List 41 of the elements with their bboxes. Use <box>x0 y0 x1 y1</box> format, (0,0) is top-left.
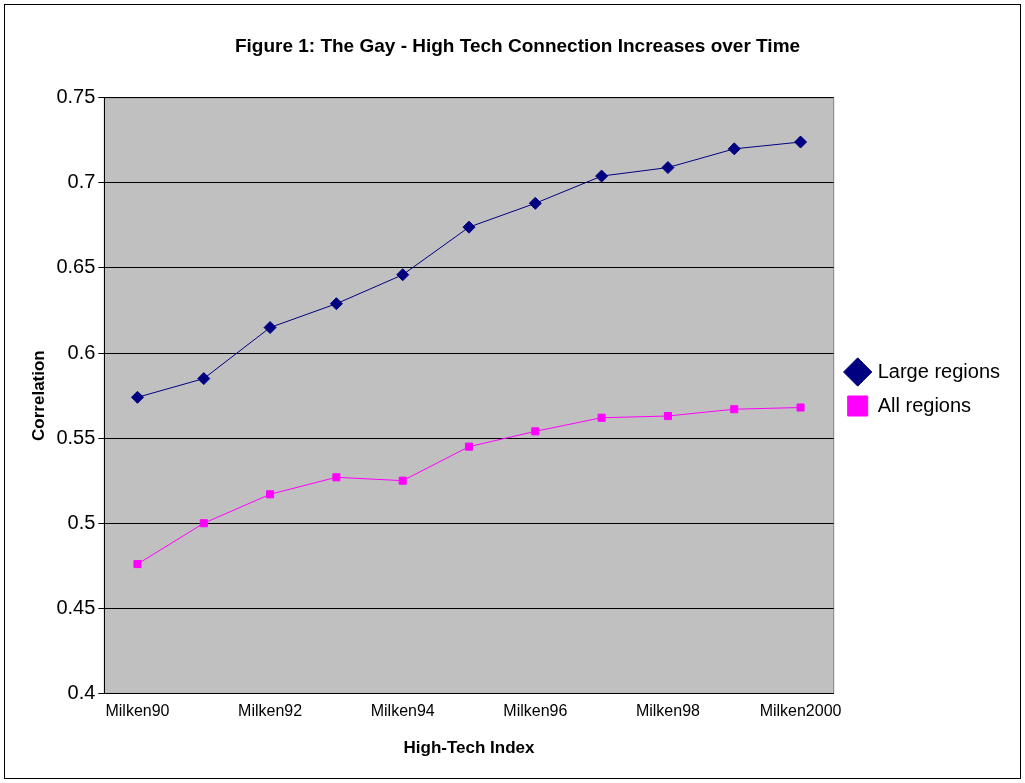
point <box>398 476 407 485</box>
point <box>197 372 211 386</box>
point <box>199 519 208 528</box>
point <box>130 390 144 404</box>
point <box>661 161 675 175</box>
point <box>796 403 805 412</box>
y-tick-label: 0.75 <box>56 85 96 108</box>
point <box>332 473 341 482</box>
legend-label: All regions <box>877 393 972 416</box>
point <box>730 405 739 414</box>
x-tick-label: Milken92 <box>238 702 303 720</box>
x-tick-label: Milken96 <box>503 702 568 720</box>
point <box>396 268 410 282</box>
chart-title: Figure 1: The Gay - High Tech Connection Increases over Time <box>234 34 801 56</box>
y-tick-label: 0.7 <box>67 170 96 193</box>
y-tick-label: 0.5 <box>67 510 96 533</box>
point <box>462 220 476 234</box>
point <box>595 169 609 183</box>
point <box>329 297 343 311</box>
x-tick-label: Milken98 <box>635 702 701 720</box>
point <box>528 196 542 210</box>
point <box>531 427 540 436</box>
y-tick-label: 0.65 <box>56 255 96 278</box>
point <box>464 442 474 451</box>
point <box>794 135 808 149</box>
legend-label: Large regions <box>877 359 1001 382</box>
point <box>263 321 277 335</box>
point <box>266 490 275 499</box>
point <box>663 411 672 421</box>
y-tick-label: 0.55 <box>56 425 96 448</box>
x-tick-label: Milken94 <box>370 702 435 720</box>
y-tick-label: 0.45 <box>56 595 96 618</box>
point <box>727 142 741 156</box>
x-axis-title: High-Tech Index <box>403 738 536 758</box>
point <box>133 560 142 569</box>
y-tick-label: 0.4 <box>67 680 96 703</box>
x-tick-label: Milken2000 <box>759 702 842 720</box>
y-axis-title: Correlation <box>28 350 48 441</box>
x-tick-label: Milken90 <box>105 702 170 720</box>
y-tick-label: 0.6 <box>67 340 96 363</box>
point <box>597 413 606 422</box>
